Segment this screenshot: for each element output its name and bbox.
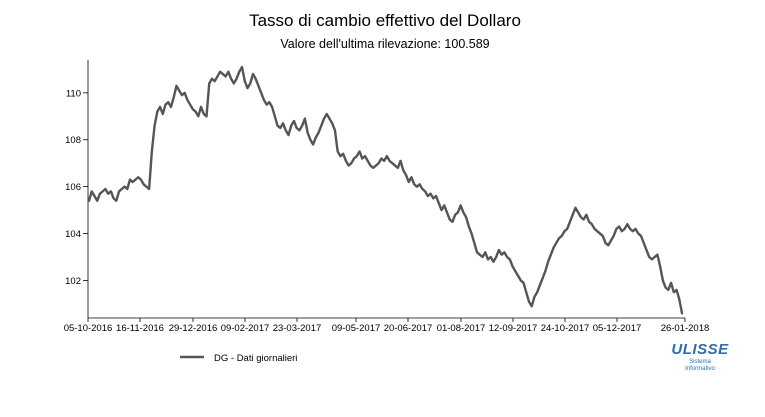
chart-subtitle: Valore dell'ultima rilevazione: 100.589 [280, 37, 489, 51]
chart-title: Tasso di cambio effettivo del Dollaro [249, 11, 521, 30]
y-tick-label: 110 [66, 88, 81, 99]
x-tick-label: 12-09-2017 [489, 323, 538, 334]
x-tick-label: 09-05-2017 [332, 323, 381, 334]
x-tick-label: 16-11-2016 [116, 323, 164, 334]
logo-subtitle-2: Informativo [685, 366, 715, 372]
x-tick-label: 26-01-2018 [661, 323, 710, 334]
x-tick-label: 29-12-2016 [169, 323, 218, 334]
x-tick-label: 23-03-2017 [273, 323, 322, 334]
logo-name: ULISSE [671, 341, 729, 358]
x-tick-label: 09-02-2017 [221, 323, 270, 334]
x-ticks: 05-10-2016 16-11-2016 29-12-2016 09-02-2017… [64, 318, 710, 334]
x-tick-label: 20-06-2017 [384, 323, 433, 334]
logo-subtitle-1: Sistema [689, 359, 711, 365]
y-ticks: 102 104 106 108 110 [65, 88, 88, 287]
x-tick-label: 05-10-2016 [64, 323, 113, 334]
ulisse-logo: ULISSE Sistema Informativo [671, 341, 729, 372]
y-tick-label: 108 [65, 135, 81, 146]
x-tick-label: 24-10-2017 [541, 323, 590, 334]
series-line-dg [87, 65, 684, 315]
y-tick-label: 104 [65, 229, 81, 240]
legend: DG - Dati giornalieri [180, 353, 297, 364]
y-tick-label: 102 [65, 276, 81, 287]
x-tick-label: 01-08-2017 [437, 323, 486, 334]
y-tick-label: 106 [65, 182, 81, 193]
legend-label: DG - Dati giornalieri [214, 353, 297, 364]
x-tick-label: 05-12-2017 [593, 323, 642, 334]
